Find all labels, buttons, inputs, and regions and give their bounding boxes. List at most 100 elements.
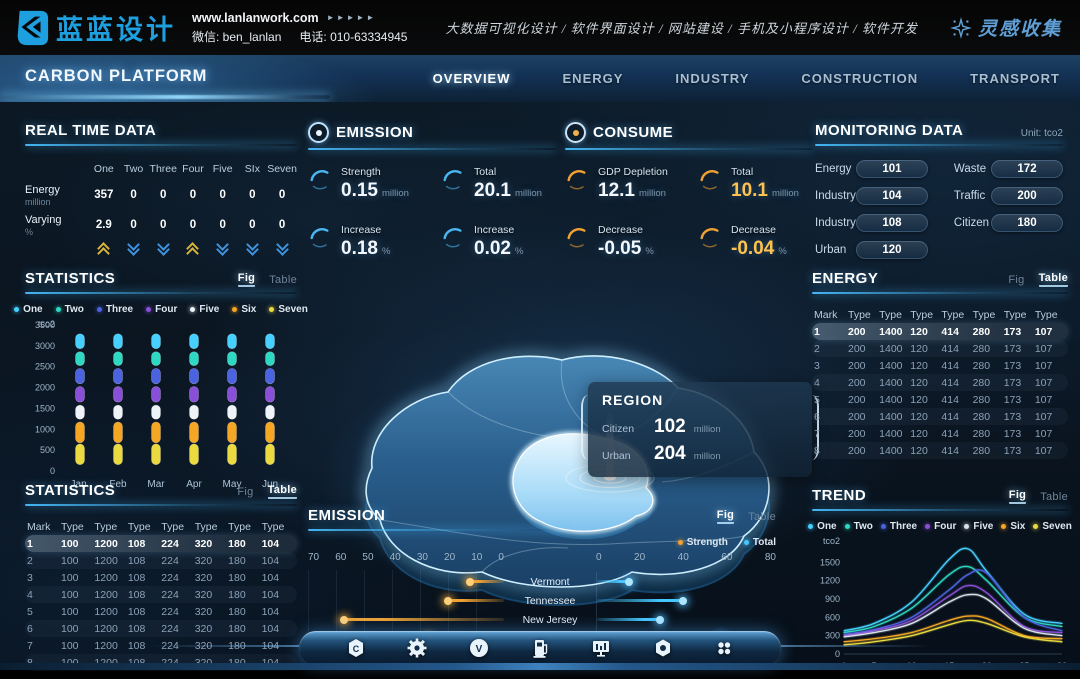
down-double-chevron-icon (208, 238, 238, 256)
value-pill: 180 (991, 214, 1063, 232)
arc-gauge-icon (310, 228, 329, 248)
legend-item[interactable]: Three (96, 304, 133, 315)
value-pill: 101 (855, 160, 928, 178)
title-underline (25, 292, 297, 294)
cell-value: 0 (189, 219, 197, 231)
up-double-chevron-icon (89, 242, 119, 260)
dots-grid-icon[interactable] (712, 636, 736, 660)
fig-tab[interactable]: Fig (716, 509, 735, 524)
legend-item[interactable]: Six (232, 304, 256, 315)
table-row[interactable]: 1 200 1400 120 414 280 173 107 (812, 323, 1068, 340)
table-row[interactable]: 4 200 1400 120 414 280 173 107 (812, 374, 1068, 391)
legend-item[interactable]: Strength (677, 537, 728, 548)
legend-item[interactable]: Seven (269, 304, 308, 315)
section-title: EMISSION (336, 124, 414, 141)
table-row[interactable]: 2 200 1400 120 414 280 173 107 (812, 340, 1068, 357)
monitoring-col-left: Energy 101 Industry 104 Industry 108 Urban 120 (815, 160, 928, 259)
table-row[interactable]: 2 100 1200 108 224 320 180 104 (25, 552, 297, 569)
cell-value: 0 (219, 219, 226, 231)
legend-item[interactable]: Five (190, 304, 219, 315)
emission-chart-section: EMISSION Fig Table Strength Total 70 60 50 4… (308, 507, 776, 650)
fig-tab[interactable]: Fig (1008, 273, 1025, 286)
monitoring-row: Traffic 200 (954, 187, 1063, 205)
inspiration-collect[interactable]: 灵感收集 (950, 14, 1062, 41)
section-title: EMISSION (308, 507, 386, 524)
legend-item[interactable]: Two (844, 521, 873, 532)
legend-item[interactable]: Four (925, 521, 956, 532)
footer-glow-strip (0, 663, 1080, 670)
table-row[interactable]: 8 200 1400 120 414 280 173 107 (812, 442, 1068, 459)
fig-tab[interactable]: Fig (1008, 489, 1027, 504)
table-row[interactable]: 6 100 1200 108 224 320 180 104 (25, 620, 297, 637)
table-row[interactable]: 3 200 1400 120 414 280 173 107 (814, 359, 1053, 372)
fig-tab[interactable]: Fig (237, 485, 254, 498)
value-pill: 120 (855, 241, 928, 259)
cell-value: 0 (130, 219, 137, 231)
legend-item[interactable]: Six (1001, 521, 1025, 532)
table-row[interactable]: 5 100 1200 108 224 320 180 104 (27, 605, 280, 618)
fig-tab[interactable]: Fig (237, 272, 256, 287)
nav-item-construction[interactable]: CONSTRUCTION (801, 71, 919, 86)
logo[interactable]: 蓝蓝设计 (12, 8, 176, 47)
legend-item[interactable]: Three (880, 521, 917, 532)
legend-dot-icon (677, 540, 683, 545)
hexagon-c-icon[interactable]: C (344, 636, 368, 660)
legend-item[interactable]: Five (964, 521, 993, 532)
monitoring-row: Industry 104 (815, 187, 928, 205)
svg-text:1200: 1200 (820, 576, 840, 586)
svg-text:tco2: tco2 (38, 319, 55, 329)
value-pill: 108 (855, 214, 928, 232)
column-header: Four (182, 163, 204, 175)
down-double-chevron-icon (267, 238, 297, 256)
nav-item-energy[interactable]: ENERGY (562, 71, 624, 86)
trend-section: TREND Fig Table One Two Three Four Five Six Se… (808, 487, 1072, 679)
stat-item: Decrease -0.05% (565, 224, 680, 260)
legend-item[interactable]: One (14, 304, 43, 315)
table-row[interactable]: 4 100 1200 108 224 320 180 104 (25, 586, 297, 603)
gear-icon[interactable] (405, 636, 429, 660)
table-row[interactable]: 1 100 1200 108 224 320 180 104 (25, 535, 297, 552)
legend-dot-icon (964, 524, 970, 529)
monitor-chart-icon[interactable] (589, 636, 613, 660)
nav-item-transport[interactable]: TRANSPORT (970, 71, 1060, 86)
sparkle-star-icon (950, 16, 972, 39)
legend-item[interactable]: One (808, 521, 837, 532)
legend-dot-icon (844, 524, 850, 529)
legend-item[interactable]: Two (55, 304, 84, 315)
hexagon-nut-icon[interactable] (651, 636, 675, 660)
circle-v-icon[interactable]: V (467, 636, 491, 660)
fuel-pump-icon[interactable] (528, 636, 552, 660)
cell-value: 0 (278, 219, 286, 231)
chart-legend: Strength Total (308, 537, 776, 548)
legend-item[interactable]: Total (743, 537, 776, 548)
table-row[interactable]: 6 200 1400 120 414 280 173 107 (812, 408, 1068, 425)
table-row[interactable]: 3 100 1200 108 224 320 180 104 (27, 571, 280, 584)
table-tab[interactable]: Table (1038, 272, 1068, 287)
unit-label: Unit: tco2 (1020, 128, 1063, 139)
stacked-bar-chart[interactable]: tco2 0 500 1000 1500 2000 2500 3000 3500 Jan. Feb M… (25, 315, 297, 493)
trend-line-chart[interactable]: tco2030060090012001500151015202530 (812, 532, 1068, 674)
table-row[interactable]: 7 200 1400 120 414 280 173 107 (814, 427, 1053, 440)
table-tab[interactable]: Table (748, 510, 776, 523)
monitoring-row: Citizen 180 (954, 214, 1063, 232)
cell-value: 0 (189, 189, 197, 201)
stat-item: Strength 0.15 million (308, 166, 423, 202)
svg-text:May: May (223, 479, 242, 490)
table-row[interactable]: 5 200 1400 120 414 280 173 107 (814, 393, 1053, 406)
table-tab[interactable]: Table (267, 484, 297, 499)
legend-item[interactable]: Four (146, 304, 177, 315)
lanlan-logo-icon (17, 10, 49, 45)
nav-item-overview[interactable]: OVERVIEW (432, 71, 511, 86)
table-tab[interactable]: Table (269, 273, 297, 286)
region-tooltip: REGION Citizen 102 million Urban 204 million (581, 382, 819, 477)
nav-item-industry[interactable]: INDUSTRY (675, 71, 750, 86)
legend-item[interactable]: Seven (1033, 521, 1072, 532)
chart-legend: One Two Three Four Five Six Seven (14, 304, 308, 315)
table-tab[interactable]: Table (1040, 490, 1068, 503)
table-header-row: Mark Type Type Type Type Type Type Type (27, 520, 285, 533)
svg-text:600: 600 (825, 612, 840, 622)
website-link[interactable]: www.lanlanwork.com (192, 10, 319, 25)
monitoring-row: Energy 101 (815, 160, 928, 178)
legend-dot-icon (14, 307, 20, 312)
